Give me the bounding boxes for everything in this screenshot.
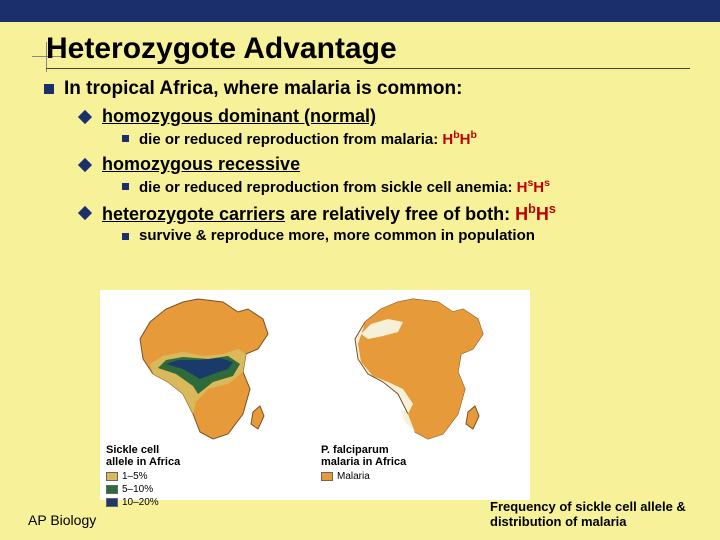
legend-swatch-icon (106, 485, 118, 494)
africa-map-right (343, 294, 503, 444)
square-bullet-icon (122, 233, 129, 240)
footer-left: AP Biology (28, 512, 96, 528)
diamond-bullet-icon (78, 158, 92, 172)
line1-text: In tropical Africa, where malaria is com… (64, 78, 462, 100)
genotype: HsHs (517, 179, 550, 196)
maps-container: Sickle cell allele in Africa 1–5% 5–10% … (100, 290, 530, 500)
top-bar (0, 0, 720, 22)
map-left-title: Sickle cell allele in Africa (106, 444, 309, 468)
legend-swatch-icon (106, 498, 118, 507)
slide-title: Heterozygote Advantage (46, 32, 690, 66)
content: In tropical Africa, where malaria is com… (44, 78, 700, 250)
map-left-panel: Sickle cell allele in Africa 1–5% 5–10% … (100, 290, 315, 500)
bullet-level-1: In tropical Africa, where malaria is com… (44, 78, 700, 100)
legend-swatch-icon (106, 472, 118, 481)
bullet-level-3: die or reduced reproduction from sickle … (122, 177, 700, 196)
diamond-bullet-icon (78, 206, 92, 220)
b3-label: heterozygote carriers are relatively fre… (102, 202, 556, 225)
square-bullet-icon (122, 183, 129, 190)
genotype: HbHs (515, 204, 556, 224)
map-right-panel: P. falciparum malaria in Africa Malaria (315, 290, 530, 500)
africa-shape-icon (128, 294, 288, 444)
legend-row: 5–10% (106, 483, 309, 496)
diamond-bullet-icon (78, 110, 92, 124)
africa-map-left (128, 294, 288, 444)
title-underline (46, 68, 690, 69)
bullet-level-2: heterozygote carriers are relatively fre… (80, 202, 700, 225)
b2-sub: die or reduced reproduction from sickle … (139, 177, 550, 196)
bullet-level-2: homozygous recessive (80, 154, 700, 175)
square-bullet-icon (122, 135, 129, 142)
map-right-legend: Malaria (321, 470, 524, 483)
b1-sub: die or reduced reproduction from malaria… (139, 129, 477, 148)
b3-sub: survive & reproduce more, more common in… (139, 227, 535, 244)
b2-label: homozygous recessive (102, 154, 300, 175)
bullet-level-3: survive & reproduce more, more common in… (122, 227, 700, 244)
legend-row: Malaria (321, 470, 524, 483)
b1-label: homozygous dominant (normal) (102, 106, 376, 127)
title-block: Heterozygote Advantage (46, 32, 690, 69)
legend-row: 1–5% (106, 470, 309, 483)
bullet-level-3: die or reduced reproduction from malaria… (122, 129, 700, 148)
footer-right: Frequency of sickle cell allele & distri… (490, 499, 690, 530)
map-left-legend: 1–5% 5–10% 10–20% (106, 470, 309, 509)
africa-shape-icon (343, 294, 503, 444)
map-right-title: P. falciparum malaria in Africa (321, 444, 524, 468)
legend-row: 10–20% (106, 496, 309, 509)
bullet-level-2: homozygous dominant (normal) (80, 106, 700, 127)
genotype: HbHb (442, 131, 477, 148)
legend-swatch-icon (321, 472, 333, 481)
square-bullet-icon (44, 84, 54, 94)
